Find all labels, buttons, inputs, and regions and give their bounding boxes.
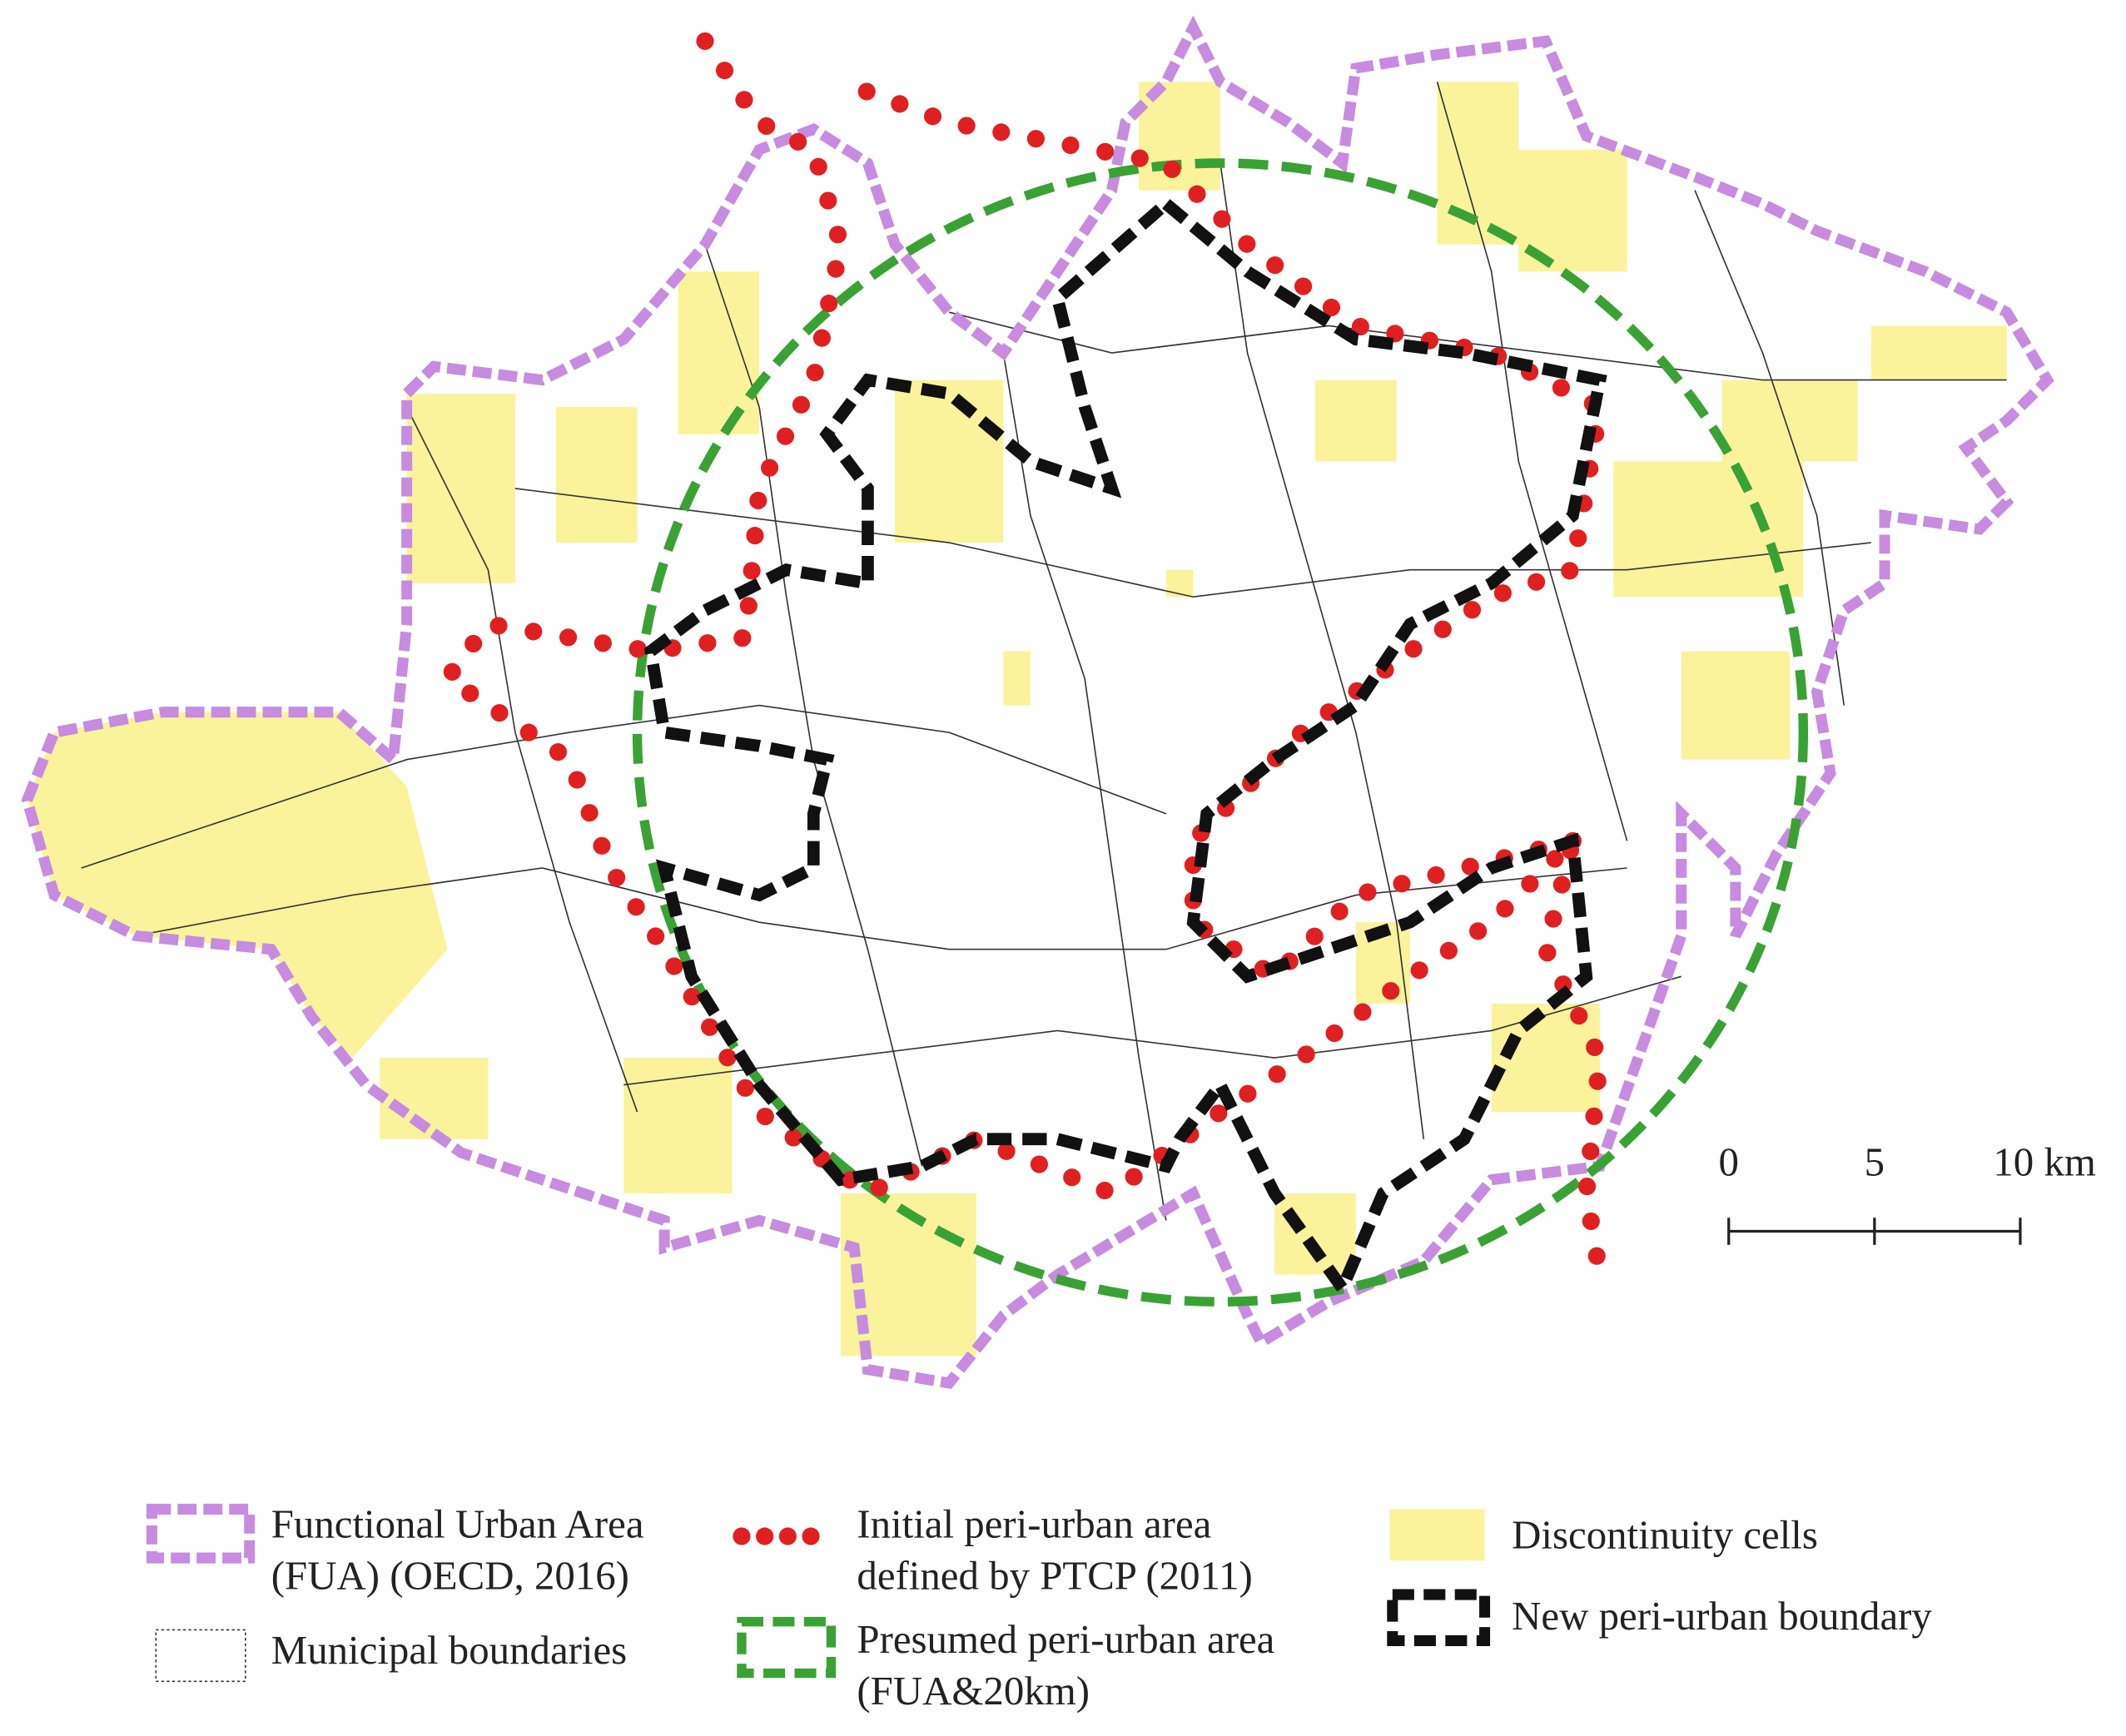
new-peri-urban-boundary <box>643 196 1607 1301</box>
legend-label: New peri-urban boundary <box>1512 1593 1932 1639</box>
legend-label: (FUA&20km) <box>857 1668 1090 1714</box>
legend-label: (FUA) (OECD, 2016) <box>271 1552 629 1598</box>
legend-label: Initial peri-urban area <box>857 1500 1211 1546</box>
scale-label: 0 <box>1719 1139 1739 1185</box>
municipal-boundaries <box>81 82 2007 1221</box>
legend-symbols <box>146 1503 1491 1683</box>
legend-label: defined by PTCP (2011) <box>857 1552 1252 1598</box>
legend-label: Municipal boundaries <box>271 1627 627 1673</box>
presumed-peri-urban-boundary <box>632 158 1809 1307</box>
scale-label: 10 km <box>1993 1139 2096 1185</box>
initial-peri-urban-boundary <box>435 32 1610 1284</box>
scale-label: 5 <box>1865 1139 1885 1185</box>
fua-boundary <box>21 15 2054 1390</box>
legend-label: Presumed peri-urban area <box>857 1616 1274 1662</box>
discontinuity-cells <box>27 82 2007 1357</box>
legend-label: Functional Urban Area <box>271 1500 644 1546</box>
legend-label: Discontinuity cells <box>1512 1511 1818 1557</box>
